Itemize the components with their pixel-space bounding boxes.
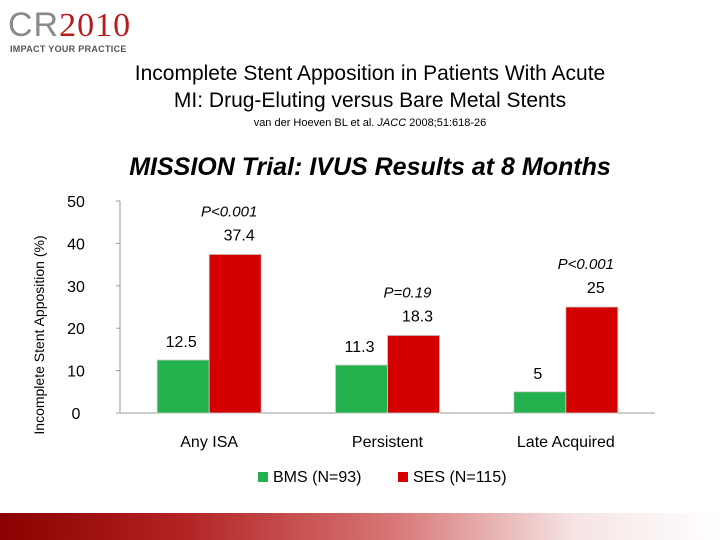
y-tick-label: 30	[67, 279, 85, 296]
bar-ses	[387, 335, 440, 414]
citation-volume: 2008;51:618-26	[406, 117, 487, 129]
title-line-2: MI: Drug-Eluting versus Bare Metal Stent…	[173, 89, 567, 112]
conference-logo: CR2010 IMPACT YOUR PRACTICE	[6, 6, 146, 56]
footer-gradient-bar	[0, 513, 720, 540]
logo-tagline: IMPACT YOUR PRACTICE	[10, 44, 127, 54]
logo-brand-text: CR	[8, 6, 60, 44]
bar-bms	[156, 359, 210, 414]
title-line-1: Incomplete Stent Apposition in Patients …	[134, 62, 606, 85]
data-label-bms: 11.3	[345, 339, 375, 356]
bar-bms	[513, 391, 567, 414]
y-axis-label: Incomplete Stent Apposition (%)	[31, 235, 47, 434]
logo-year-text: 2010	[59, 7, 132, 44]
y-tick-label: 50	[67, 194, 85, 211]
data-label-bms: 12.5	[166, 334, 197, 351]
p-value-label: P<0.001	[558, 256, 614, 273]
y-tick-label: 40	[67, 236, 85, 253]
x-category-label: Late Acquired	[517, 434, 615, 451]
citation-journal: JACC	[377, 117, 407, 129]
bar-ses	[208, 254, 262, 414]
data-label-ses: 37.4	[224, 227, 255, 244]
x-category-label: Any ISA	[180, 434, 238, 451]
p-value-label: P=0.19	[384, 284, 433, 301]
data-label-ses: 25	[587, 280, 605, 297]
legend-label-ses: SES (N=115)	[413, 469, 507, 486]
bar-bms	[335, 364, 388, 414]
slide-title: Incomplete Stent Apposition in Patients …	[60, 60, 680, 114]
p-value-label: P<0.001	[201, 203, 257, 220]
legend-swatch-ses	[398, 472, 408, 482]
bar-ses	[565, 306, 619, 414]
legend-swatch-bms	[258, 472, 268, 482]
data-label-ses: 18.3	[402, 308, 433, 325]
y-tick-label: 10	[67, 364, 85, 381]
y-tick-label: 0	[72, 406, 81, 423]
y-tick-label: 20	[67, 321, 85, 338]
chart-title: MISSION Trial: IVUS Results at 8 Months	[129, 153, 611, 181]
citation: van der Hoeven BL et al. JACC 2008;51:61…	[60, 117, 680, 129]
legend-label-bms: BMS (N=93)	[273, 469, 361, 486]
data-label-bms: 5	[533, 366, 542, 383]
x-category-label: Persistent	[352, 434, 424, 451]
citation-authors: van der Hoeven BL et al.	[253, 117, 378, 129]
